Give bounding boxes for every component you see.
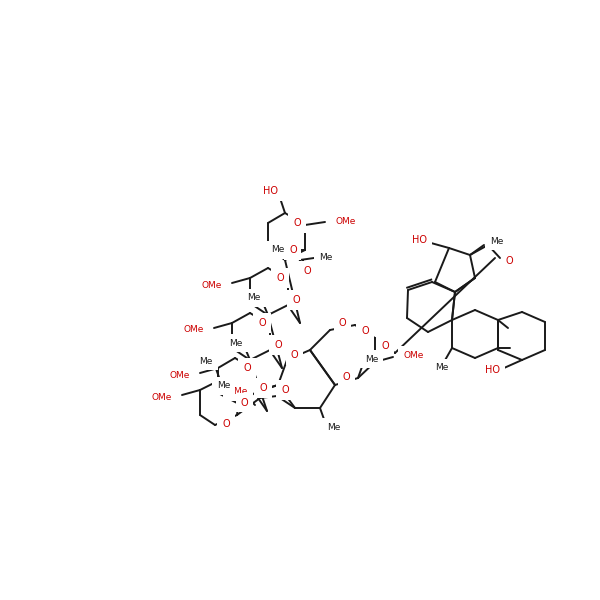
Text: O: O	[381, 341, 389, 351]
Text: HO: HO	[263, 186, 278, 196]
Text: OMe: OMe	[170, 370, 190, 379]
Text: Me: Me	[230, 338, 243, 347]
Text: O: O	[258, 318, 266, 328]
Text: O: O	[276, 273, 284, 283]
Text: O: O	[281, 385, 289, 395]
Text: OMe: OMe	[335, 217, 355, 226]
Text: O: O	[290, 350, 298, 360]
Text: Me: Me	[319, 253, 332, 263]
Text: HO: HO	[485, 365, 500, 375]
Text: OMe: OMe	[227, 388, 248, 397]
Text: O: O	[506, 256, 514, 266]
Text: O: O	[241, 397, 248, 407]
Text: O: O	[293, 218, 301, 228]
Text: O: O	[274, 340, 282, 350]
Text: O: O	[292, 295, 300, 305]
Text: O: O	[303, 266, 311, 276]
Text: Me: Me	[365, 355, 379, 364]
Text: OMe: OMe	[403, 350, 424, 359]
Text: Me: Me	[272, 245, 285, 254]
Text: Me: Me	[248, 293, 261, 302]
Text: O: O	[343, 373, 350, 383]
Text: O: O	[338, 319, 346, 329]
Text: Me: Me	[217, 382, 230, 391]
Text: Me: Me	[490, 236, 503, 245]
Text: OMe: OMe	[184, 325, 204, 335]
Text: Me: Me	[436, 364, 449, 373]
Text: O: O	[243, 363, 251, 373]
Text: O: O	[222, 419, 230, 429]
Text: O: O	[259, 383, 267, 393]
Text: Me: Me	[327, 422, 340, 431]
Text: O: O	[361, 326, 369, 337]
Text: OMe: OMe	[152, 392, 172, 401]
Text: OMe: OMe	[202, 280, 222, 289]
Text: O: O	[289, 245, 296, 255]
Text: Me: Me	[200, 356, 213, 365]
Text: HO: HO	[412, 235, 427, 245]
